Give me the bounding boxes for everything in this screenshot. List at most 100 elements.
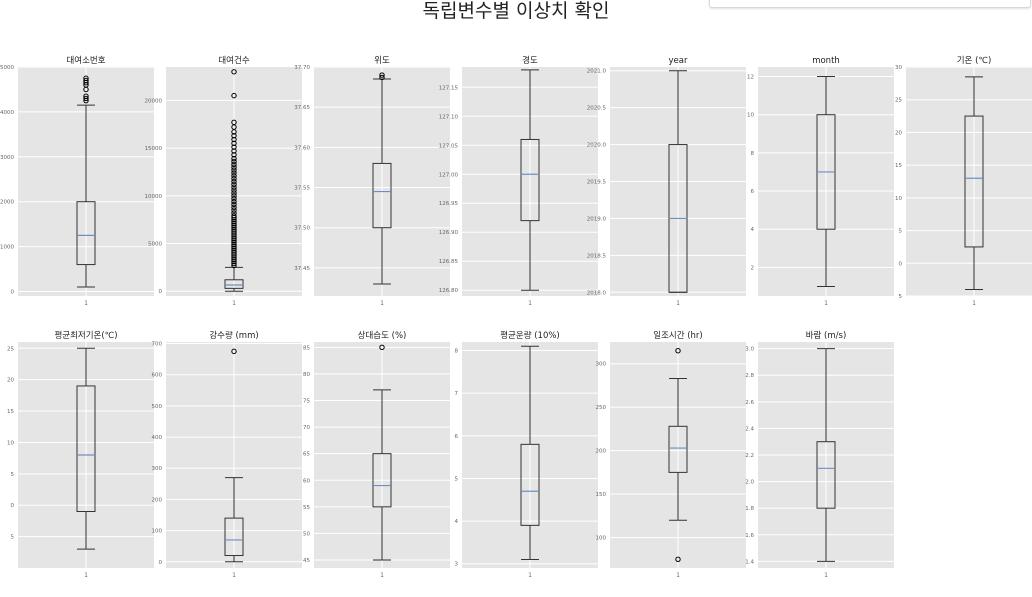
outlier-point (231, 239, 237, 246)
outlier-point (231, 198, 237, 205)
outlier-point (231, 251, 237, 257)
y-tick-label: 1.8 (745, 506, 754, 512)
y-tick-label: 37.55 (294, 186, 310, 192)
outlier-point (231, 69, 237, 75)
outlier-point (231, 170, 237, 176)
y-tick-label: 0 (159, 289, 163, 295)
outlier-point (231, 230, 237, 236)
outlier-point (231, 232, 237, 238)
y-tick-label: 20000 (145, 98, 163, 104)
y-tick-label: 8 (751, 151, 755, 157)
outlier-point (231, 144, 237, 150)
y-tick-label: 2.2 (745, 453, 754, 459)
x-tick-label: 1 (824, 572, 828, 579)
y-tick-label: 150 (596, 492, 607, 498)
outlier-point (675, 347, 681, 354)
outlier-point (231, 195, 237, 202)
y-tick-label: 6 (455, 434, 459, 440)
box-iqr (76, 201, 96, 266)
y-tick-label: 5000 (148, 242, 162, 248)
y-tick-label: 127.15 (439, 85, 459, 91)
y-tick-label: 400 (152, 435, 163, 441)
y-tick-label: 5 (455, 476, 459, 482)
y-tick-label: 127.10 (439, 114, 459, 120)
outlier-point (231, 243, 237, 250)
boxplot-panel: 대여건수 0 5000 10000 15000 20000 1 (145, 55, 302, 307)
outlier-point (231, 220, 237, 227)
y-tick-label: 10 (7, 440, 14, 446)
y-tick-label: 2021.0 (587, 69, 607, 75)
outlier-point (231, 258, 237, 265)
x-tick-label: 1 (528, 300, 532, 307)
y-tick-label: 700 (152, 342, 163, 348)
y-tick-label: 15 (895, 163, 902, 169)
outlier-point (231, 236, 237, 242)
outlier-point (231, 173, 237, 179)
panel-title: 강수량 (mm) (209, 330, 258, 341)
y-tick-label: 37.70 (294, 65, 310, 71)
outlier-point (231, 140, 237, 147)
outlier-point (231, 213, 237, 219)
x-tick-label: 1 (676, 300, 680, 307)
outlier-point (231, 136, 237, 143)
y-tick-label: 2018.0 (587, 290, 607, 296)
y-tick-label: 60 (303, 478, 310, 484)
y-tick-label: 200 (152, 497, 163, 503)
y-tick-label: 200 (596, 449, 607, 455)
outlier-point (379, 344, 385, 351)
outlier-point (231, 167, 237, 173)
y-tick-label: 1.4 (745, 559, 754, 565)
y-tick-label: 2.4 (745, 426, 754, 432)
outlier-point (231, 148, 237, 154)
outlier-point (231, 260, 237, 267)
y-tick-label: 2019.0 (587, 216, 607, 222)
x-tick-label: 1 (528, 572, 532, 579)
outlier-point (231, 161, 237, 168)
outlier-point (231, 155, 237, 162)
y-tick-label: 5 (899, 294, 903, 300)
panel-title: 대여건수 (218, 55, 249, 66)
box-iqr (372, 453, 392, 508)
y-tick-label: 10 (895, 196, 902, 202)
y-tick-label: 37.60 (294, 145, 310, 151)
y-tick-label: 8 (455, 349, 459, 355)
x-tick-label: 1 (84, 300, 88, 307)
y-tick-label: 7 (455, 391, 459, 397)
y-tick-label: 3.0 (745, 347, 754, 353)
outlier-point (231, 164, 237, 170)
y-tick-label: 2.8 (745, 373, 754, 379)
panel-title: 대여소번호 (66, 55, 105, 66)
outlier-point (231, 181, 237, 188)
boxplot-panel: 상대습도 (%) 45 50 55 60 65 70 75 80 85 1 (303, 330, 450, 579)
box-iqr (76, 385, 96, 513)
y-tick-label: 250 (596, 405, 607, 411)
outlier-point (379, 74, 385, 81)
box-iqr (224, 279, 244, 289)
x-tick-label: 1 (380, 300, 384, 307)
y-tick-label: 600 (152, 373, 163, 379)
y-tick-label: 55 (303, 505, 310, 511)
y-tick-label: 2020.5 (587, 106, 607, 112)
y-tick-label: 5000 (0, 65, 14, 71)
y-tick-label: 300 (152, 466, 163, 472)
panel-title: 경도 (522, 55, 538, 66)
y-tick-label: 4000 (0, 110, 14, 116)
outlier-point (231, 187, 237, 193)
boxplot-panel: month 2 4 6 8 10 12 1 (747, 56, 894, 307)
y-tick-label: 1000 (0, 245, 14, 251)
outlier-point (231, 184, 237, 190)
y-tick-label: 127.05 (439, 143, 459, 149)
boxplot-panel: 위도 37.45 37.50 37.55 37.60 37.65 37.70 1 (294, 56, 450, 307)
outlier-point (231, 226, 237, 232)
search-input[interactable] (709, 0, 1031, 8)
outlier-point (83, 95, 89, 102)
outlier-point (231, 133, 237, 139)
y-tick-label: 126.95 (439, 201, 459, 207)
y-tick-label: 70 (303, 425, 310, 431)
y-tick-label: 126.85 (439, 259, 459, 265)
y-tick-label: 6 (751, 189, 755, 195)
outlier-point (231, 158, 237, 165)
outlier-point (231, 247, 237, 253)
y-tick-label: 15000 (145, 146, 163, 152)
